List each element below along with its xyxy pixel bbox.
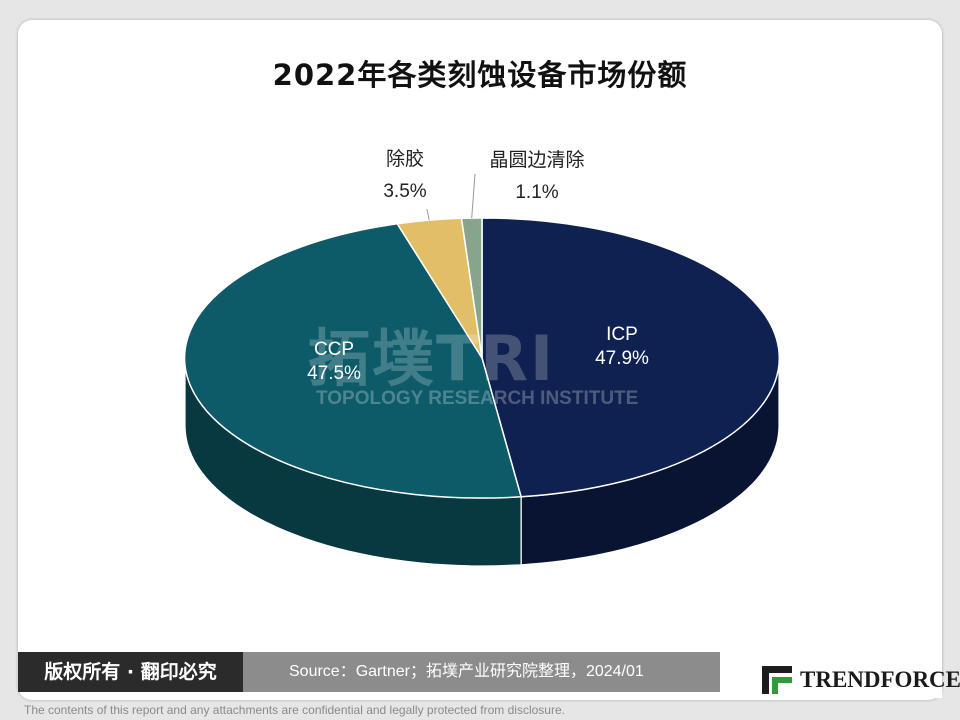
pie-label-name-0: ICP [606, 324, 638, 345]
pie-leader-lines [426, 173, 476, 221]
source-note: Source：Gartner；拓墣产业研究院整理，2024/01 [289, 663, 644, 680]
pie-leader-3 [471, 173, 476, 219]
pie-label-name-2: 除胶 [386, 148, 424, 170]
pie-slice-0 [481, 217, 781, 498]
pie-label-value-2: 3.5% [383, 181, 426, 202]
pie-label-value-1: 47.5% [307, 363, 361, 384]
disclaimer: The contents of this report and any atta… [24, 703, 565, 717]
pie-label-name-3: 晶圆边清除 [489, 149, 584, 171]
logo-text: TRENDFORCE [800, 667, 960, 692]
pie-labels: ICP 47.9% CCP 47.5% 除胶 3.5% 晶圆边清除 1.1% [307, 148, 649, 384]
trendforce-logo-icon [720, 636, 942, 698]
pie-label-value-3: 1.1% [515, 182, 558, 203]
copyright-notice: 版权所有 · 翻印必究 [44, 661, 217, 683]
logo-area [720, 636, 942, 698]
pie-slice-1 [183, 222, 523, 499]
pie-tops [183, 217, 781, 499]
pie-label-value-0: 47.9% [595, 348, 649, 369]
footer-gray-band [243, 652, 720, 692]
footer-dark-band [18, 652, 243, 692]
pie-leader-2 [426, 208, 430, 221]
pie-label-name-1: CCP [314, 339, 354, 360]
chart-title: 2022年各类刻蚀设备市场份额 [272, 58, 688, 92]
